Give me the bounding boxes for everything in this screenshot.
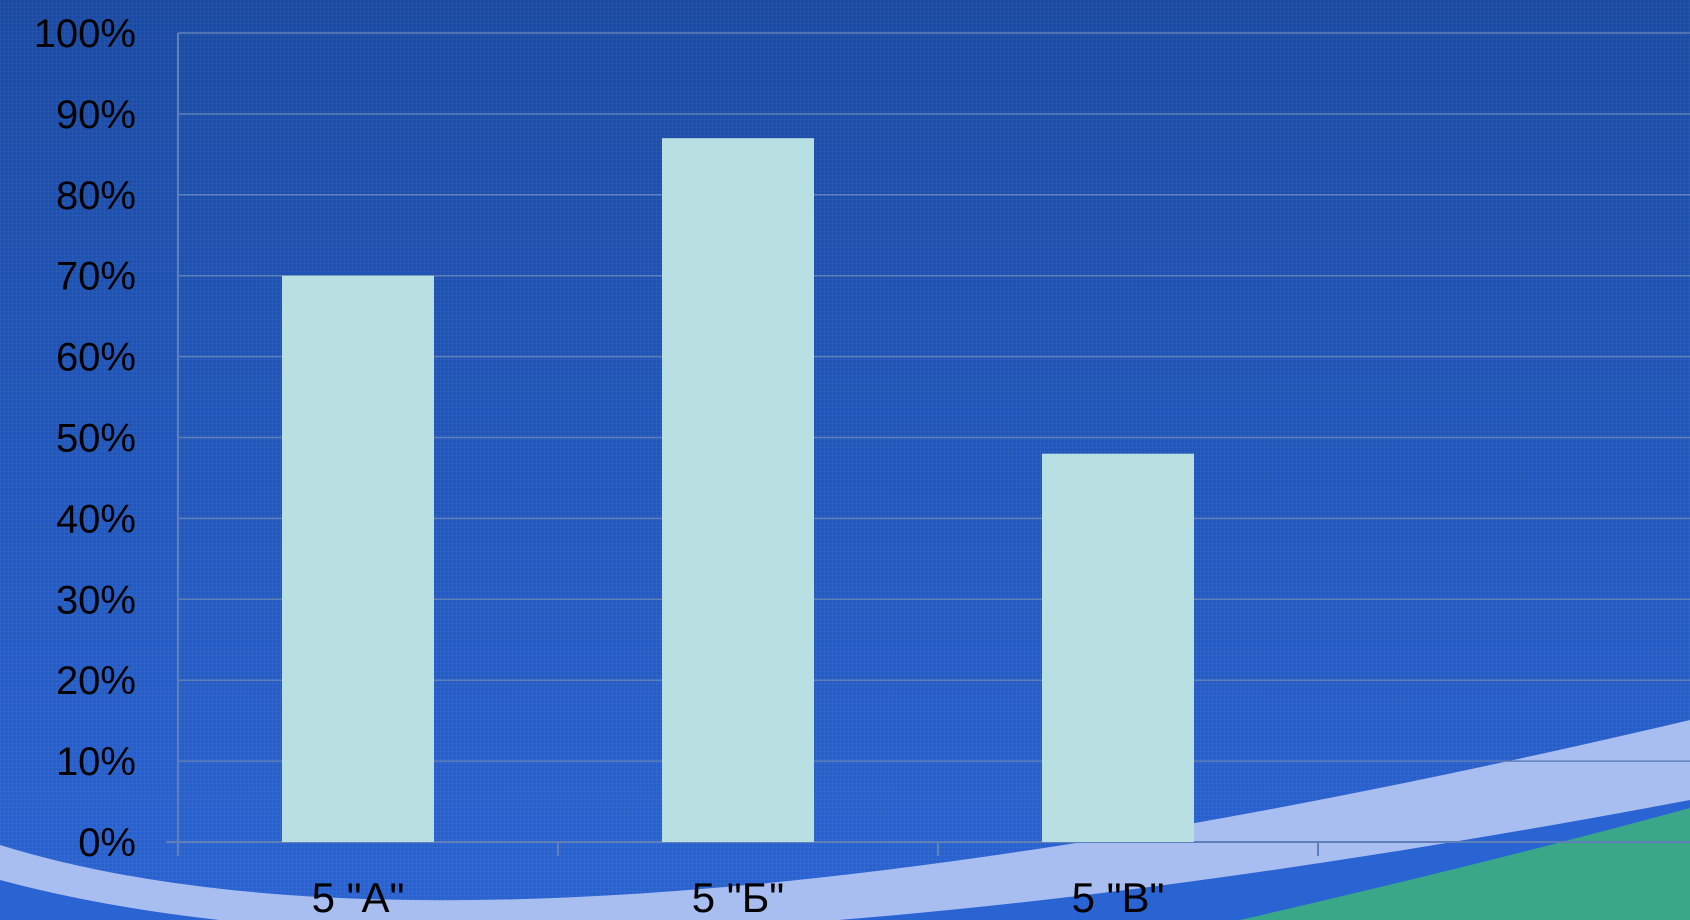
bar xyxy=(1042,453,1194,842)
y-tick-label: 40% xyxy=(56,497,136,541)
y-tick-label: 0% xyxy=(78,821,136,865)
y-tick-label: 30% xyxy=(56,578,136,622)
bar xyxy=(282,275,434,842)
y-tick-label: 20% xyxy=(56,659,136,703)
swoosh-green-band xyxy=(1240,808,1690,920)
y-tick-labels: 0% 10% 20% 30% 40% 50% 60% 70% 80% 90% 100% xyxy=(34,12,136,865)
y-tick-label: 80% xyxy=(56,174,136,218)
bar xyxy=(662,138,814,843)
swoosh-blue-band xyxy=(0,800,1690,920)
y-tick-label: 10% xyxy=(56,740,136,784)
y-tick-label: 100% xyxy=(34,12,136,56)
x-tick-label: 5 "В" xyxy=(1072,874,1165,920)
bars xyxy=(282,138,1194,843)
y-tick-label: 50% xyxy=(56,417,136,461)
y-tick-label: 70% xyxy=(56,255,136,299)
swoosh-light-band xyxy=(0,720,1690,920)
y-tick-label: 90% xyxy=(56,93,136,137)
y-tick-label: 60% xyxy=(56,336,136,380)
x-tick-label: 5 "А" xyxy=(312,874,405,920)
x-tick-labels: 5 "А" 5 "Б" 5 "В" xyxy=(312,874,1165,920)
x-tick-label: 5 "Б" xyxy=(692,874,784,920)
